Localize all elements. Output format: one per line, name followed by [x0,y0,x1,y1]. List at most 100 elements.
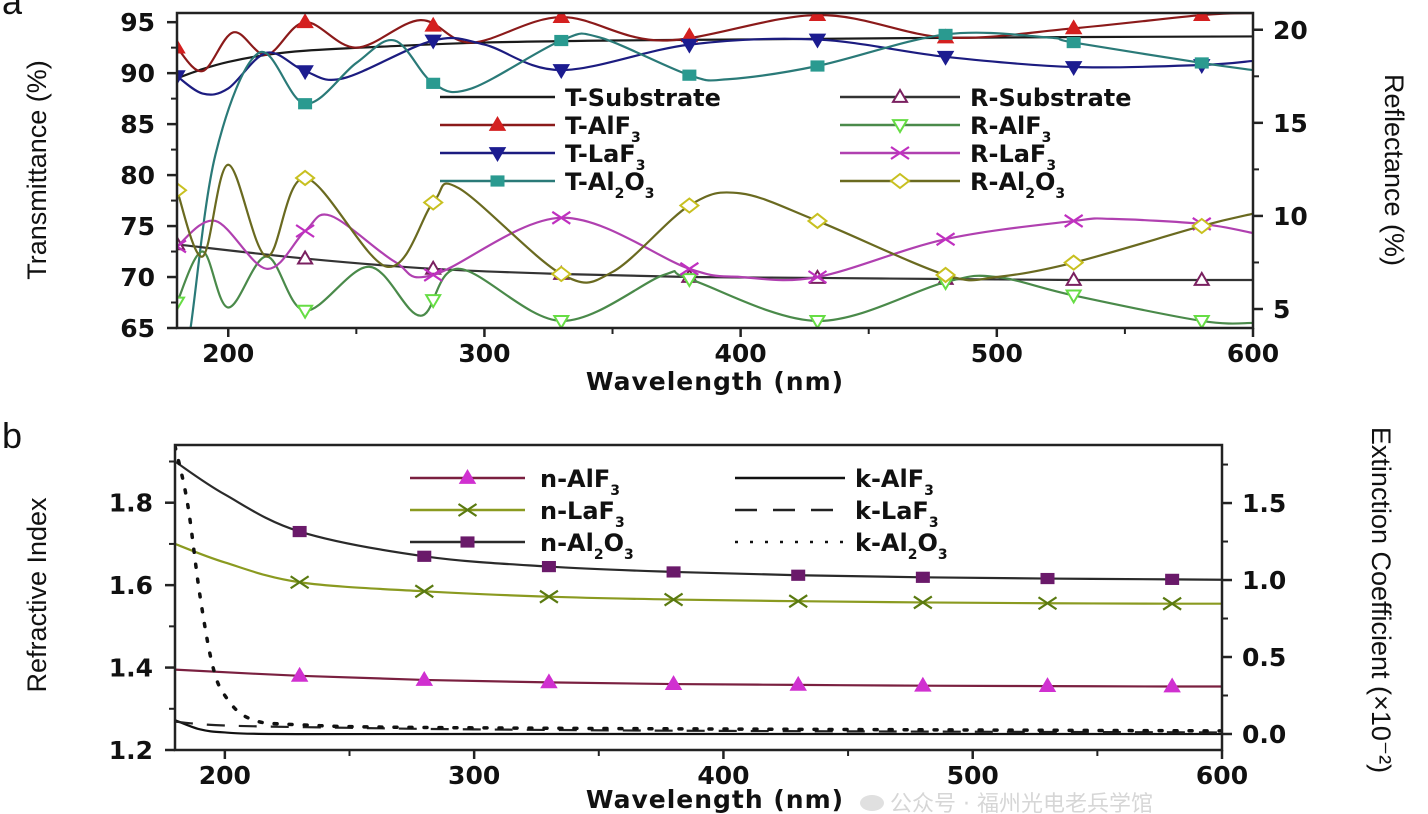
series-T-Al2O3 [170,28,1253,384]
marker-R-Al2O3 [422,194,444,211]
marker-T-Al2O3 [1066,36,1081,49]
legend-entry-n-LaF3: n-LaF3 [410,497,625,531]
marker-T-Al2O3 [1194,57,1209,69]
legend-label-n-AlF3: n-AlF3 [540,465,620,499]
legend-marker-n-LaF3 [457,503,478,517]
y-right-tick-label: 10 [1273,202,1308,231]
marker-n-Al2O3 [1040,572,1055,585]
marker-R-Al2O3 [806,212,829,230]
line-R-Al2O3 [177,163,1253,284]
marker-T-LaF3 [424,34,442,50]
marker-n-LaF3 [1162,596,1182,611]
marker-T-LaF3 [296,65,314,81]
marker-T-LaF3 [808,33,827,49]
legend-entry-T-LaF3: T-LaF3 [440,140,645,174]
y-tick-label: 1.2 [109,736,153,765]
legend-marker-T-Al2O3 [490,175,505,187]
line-k-LaF3 [175,720,1222,734]
marker-R-LaF3 [935,232,956,247]
marker-R-Al2O3 [678,197,701,214]
marker-T-LaF3 [177,70,186,86]
marker-T-AlF3 [296,13,314,29]
marker-R-Substrate [1193,270,1211,286]
marker-T-Al2O3 [170,373,184,384]
marker-R-LaF3 [807,270,828,284]
series-n-AlF3 [175,666,1222,693]
marker-n-Al2O3 [666,566,681,578]
marker-R-Substrate [1064,270,1083,286]
marker-R-LaF3 [551,210,571,225]
legend-entry-k-AlF3: k-AlF3 [735,465,934,499]
marker-R-AlF3 [1193,315,1211,328]
marker-T-Al2O3 [554,34,569,47]
marker-n-LaF3 [539,589,559,604]
y-tick-label: 75 [120,212,155,241]
x-tick-label: 200 [199,761,251,790]
marker-R-AlF3 [552,315,571,328]
line-k-AlF3 [175,719,1222,736]
panel-b-label: b [2,415,22,456]
legend-label-n-LaF3: n-LaF3 [540,497,625,531]
series-k-AlF3 [175,719,1222,736]
marker-R-Al2O3 [934,266,957,284]
a-y-right-axis-title: Reflectance (%) [1379,74,1409,266]
markers-n-LaF3 [290,575,1182,611]
legend-entry-T-AlF3: T-AlF3 [440,112,641,146]
y-tick-label: 70 [120,263,155,292]
legend-entry-n-Al2O3: n-Al2O3 [410,529,634,563]
marker-n-AlF3 [415,670,434,686]
marker-R-AlF3 [296,304,314,320]
b-x-axis-title: Wavelength (nm) [586,785,844,814]
plot-frame-a [175,11,1255,330]
y-right-tick-label: 1.5 [1242,489,1286,518]
marker-R-LaF3 [423,268,443,282]
line-R-LaF3 [177,213,1253,282]
marker-n-LaF3 [913,595,933,610]
legend-label-R-AlF3: R-AlF3 [970,112,1051,146]
marker-n-Al2O3 [791,569,806,581]
x-tick-label: 400 [697,761,749,790]
marker-T-LaF3 [936,50,955,66]
series-R-Al2O3 [177,163,1253,284]
y-tick-label: 90 [120,59,155,88]
legend-label-R-LaF3: R-LaF3 [970,140,1056,174]
marker-T-LaF3 [1064,61,1083,77]
legend-marker-R-LaF3 [890,146,910,160]
marker-R-AlF3 [680,273,699,289]
marker-n-Al2O3 [541,560,556,573]
marker-R-LaF3 [177,239,187,254]
marker-T-Al2O3 [682,69,697,81]
legend-marker-n-Al2O3 [460,536,475,548]
marker-n-AlF3 [914,676,932,692]
marker-n-AlF3 [1163,677,1181,693]
marker-R-AlF3 [177,296,186,312]
marker-R-Al2O3 [1191,217,1213,235]
marker-n-Al2O3 [417,550,432,562]
line-n-LaF3 [175,542,1222,605]
y-tick-label: 85 [120,110,155,139]
x-tick-label: 500 [971,339,1023,368]
watermark-text: 公众号 · 福州光电老兵学馆 [890,792,1153,814]
marker-n-LaF3 [290,575,310,590]
marker-n-LaF3 [414,584,434,599]
marker-T-AlF3 [552,13,571,23]
marker-T-Al2O3 [810,60,825,72]
series-n-LaF3 [175,542,1222,611]
series-T-LaF3 [177,33,1253,96]
marker-R-Al2O3 [1063,254,1085,271]
x-tick-label: 200 [202,339,254,368]
marker-R-AlF3 [424,294,442,310]
markers-R-AlF3 [177,273,1211,328]
watermark [860,795,884,811]
legend-label-T-AlF3: T-AlF3 [565,112,641,146]
a-x-axis-title: Wavelength (nm) [586,367,844,396]
marker-n-AlF3 [290,666,309,682]
legend-label-n-Al2O3: n-Al2O3 [540,529,634,563]
legend-label-T-Al2O3: T-Al2O3 [565,168,655,202]
legend-label-R-Al2O3: R-Al2O3 [970,168,1065,202]
legend-entry-k-Al2O3: k-Al2O3 [735,529,948,563]
series-n-Al2O3 [175,460,1222,585]
marker-R-Al2O3 [550,265,572,283]
marker-R-LaF3 [1064,214,1084,228]
y-right-tick-label: 1.0 [1242,566,1286,595]
